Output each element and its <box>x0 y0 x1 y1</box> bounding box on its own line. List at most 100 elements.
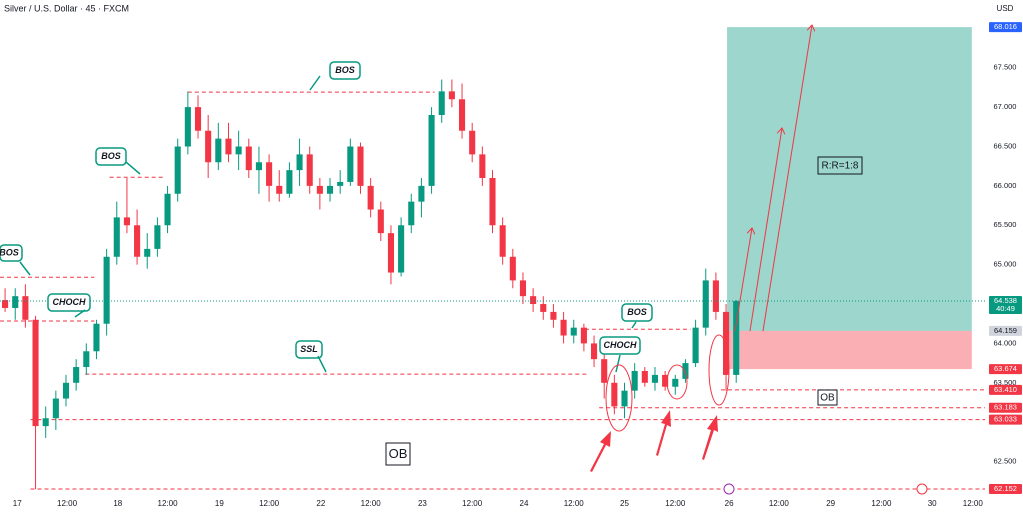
stop-zone <box>727 330 972 370</box>
candle-body <box>519 280 527 297</box>
callout <box>95 147 127 166</box>
candle-body <box>276 185 283 194</box>
candle-body <box>631 370 638 391</box>
candle-body <box>296 154 303 171</box>
price-tag <box>989 364 1022 375</box>
candle-body <box>479 154 486 179</box>
candle-body <box>641 370 648 383</box>
candle-body <box>550 311 557 320</box>
x-tick-label: 12:00 <box>57 499 78 508</box>
price-tag-label: 63.033 <box>994 415 1017 424</box>
x-tick-label: 18 <box>113 499 122 508</box>
candle-body <box>408 201 415 226</box>
candle-body <box>184 107 191 147</box>
callout-text: BOS <box>0 247 19 257</box>
candle-body <box>662 374 669 387</box>
candle-body <box>73 367 80 383</box>
x-tick-label: 29 <box>826 499 835 508</box>
candle-body <box>113 217 120 257</box>
candle-body <box>164 193 171 226</box>
y-tick-label: 66.000 <box>994 181 1017 190</box>
candle-body <box>22 296 29 320</box>
callout-pointers <box>19 75 637 373</box>
callout <box>47 293 91 312</box>
candle-body <box>225 138 232 155</box>
ob-label: OB <box>389 446 408 461</box>
callout-text: CHOCH <box>604 340 637 350</box>
candle-body <box>570 327 577 336</box>
price-tag <box>989 384 1022 395</box>
callout <box>295 340 323 359</box>
callout-text: SSL <box>300 344 318 354</box>
x-tick-label: 12:00 <box>158 499 179 508</box>
price-tag <box>989 483 1022 494</box>
x-tick-label: 12:00 <box>871 499 892 508</box>
candle-body <box>42 418 49 427</box>
x-tick-label: 17 <box>13 499 22 508</box>
candle-body <box>418 185 425 202</box>
candle-body <box>580 327 587 344</box>
candle-body <box>377 209 384 234</box>
candle-body <box>398 225 405 273</box>
candle-body <box>62 382 70 399</box>
candle-body <box>286 170 293 194</box>
price-tag-label: 62.152 <box>994 484 1017 493</box>
candle-body <box>591 343 598 360</box>
candle-body <box>245 146 252 171</box>
event-icon[interactable] <box>916 483 928 495</box>
candle-body <box>123 217 130 226</box>
candle-body <box>337 181 344 186</box>
x-tick-label: 12:00 <box>259 499 280 508</box>
y-tick-label: 65.500 <box>994 220 1017 229</box>
candle-body <box>215 138 222 163</box>
candle-body <box>367 185 374 210</box>
price-tag <box>989 325 1022 336</box>
price-tag <box>989 22 1022 33</box>
price-tag <box>989 414 1022 425</box>
level-callouts: BOS CHOCH BOS BOS SSL BOS CHOCH <box>0 61 653 373</box>
y-tick-label: 64.000 <box>994 338 1017 347</box>
y-tick-label: 62.500 <box>994 457 1017 466</box>
x-tick-label: 23 <box>418 499 427 508</box>
candle-body <box>733 301 740 375</box>
x-tick-label: 12:00 <box>361 499 382 508</box>
price-tag-label: 63.183 <box>994 403 1017 412</box>
price-tag-label: 63.410 <box>994 385 1017 394</box>
candle-body <box>540 304 547 312</box>
price-tag <box>989 296 1022 315</box>
markup-drawings <box>590 25 812 472</box>
x-tick-label: 24 <box>520 499 529 508</box>
candle-body <box>357 146 364 186</box>
y-tick-label: 63.500 <box>994 378 1017 387</box>
currency: USD <box>997 4 1014 13</box>
candle-body <box>154 225 161 249</box>
candle-body <box>83 351 90 368</box>
candle-body <box>448 91 455 100</box>
price-tag-label: 64.159 <box>994 326 1017 335</box>
event-icon[interactable] <box>723 483 735 495</box>
price-tag-label: 63.674 <box>994 364 1017 373</box>
candle-body <box>438 91 445 115</box>
candle-body <box>428 114 435 186</box>
candle-body <box>174 146 181 194</box>
price-axis <box>987 0 1023 512</box>
candle-body <box>530 296 537 305</box>
candle-body <box>712 280 719 312</box>
ob-label: OB <box>820 393 835 404</box>
candle-body <box>509 256 516 281</box>
candle-body <box>489 178 496 226</box>
candle-body <box>499 225 506 257</box>
candle-body <box>93 323 100 352</box>
ob-box <box>385 442 411 466</box>
candle-body <box>611 382 618 407</box>
x-tick-label: 22 <box>316 499 325 508</box>
candle-body <box>266 162 273 186</box>
price-tag-label: 68.016 <box>994 22 1017 31</box>
x-tick-label: 12:00 <box>665 499 686 508</box>
callout-text: BOS <box>627 307 647 317</box>
rr-box <box>817 156 863 175</box>
candle-body <box>560 319 567 336</box>
y-tick-label: 65.000 <box>994 260 1017 269</box>
x-tick-label: 25 <box>620 499 629 508</box>
